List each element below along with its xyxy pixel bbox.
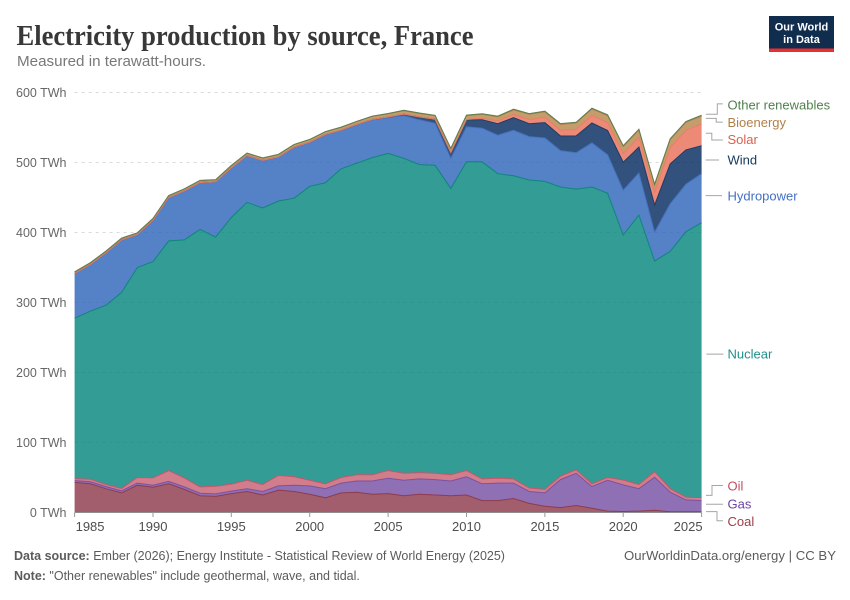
svg-text:0 TWh: 0 TWh [30, 506, 67, 520]
svg-text:300 TWh: 300 TWh [16, 296, 67, 310]
svg-text:1995: 1995 [217, 519, 246, 534]
svg-text:2000: 2000 [295, 519, 324, 534]
svg-text:Coal: Coal [728, 514, 755, 529]
svg-text:Wind: Wind [728, 153, 758, 168]
svg-text:2005: 2005 [374, 519, 403, 534]
svg-text:OurWorldinData.org/energy | CC: OurWorldinData.org/energy | CC BY [624, 549, 837, 563]
svg-text:Measured in terawatt-hours.: Measured in terawatt-hours. [17, 54, 206, 70]
svg-text:1985: 1985 [76, 519, 105, 534]
svg-text:500 TWh: 500 TWh [16, 156, 67, 170]
svg-text:Oil: Oil [728, 479, 744, 494]
svg-text:Note: "Other renewables" inclu: Note: "Other renewables" include geother… [14, 569, 360, 583]
svg-text:in Data: in Data [783, 34, 821, 46]
svg-text:Other renewables: Other renewables [728, 98, 831, 113]
svg-text:2025: 2025 [674, 519, 703, 534]
svg-text:2015: 2015 [530, 519, 559, 534]
svg-text:Nuclear: Nuclear [728, 347, 773, 362]
svg-text:1990: 1990 [139, 519, 168, 534]
svg-text:100 TWh: 100 TWh [16, 436, 67, 450]
svg-text:Solar: Solar [728, 132, 759, 147]
svg-text:400 TWh: 400 TWh [16, 226, 67, 240]
svg-text:2010: 2010 [452, 519, 481, 534]
svg-text:Bioenergy: Bioenergy [728, 115, 787, 130]
svg-text:600 TWh: 600 TWh [16, 86, 67, 100]
svg-text:2020: 2020 [609, 519, 638, 534]
svg-text:Gas: Gas [728, 497, 752, 512]
svg-text:200 TWh: 200 TWh [16, 366, 67, 380]
svg-text:Data source: Ember (2026); Ene: Data source: Ember (2026); Energy Instit… [14, 549, 505, 563]
svg-text:Hydropower: Hydropower [728, 189, 799, 204]
svg-text:Our World: Our World [775, 22, 829, 34]
svg-text:Electricity production by sour: Electricity production by source, France [17, 21, 474, 52]
